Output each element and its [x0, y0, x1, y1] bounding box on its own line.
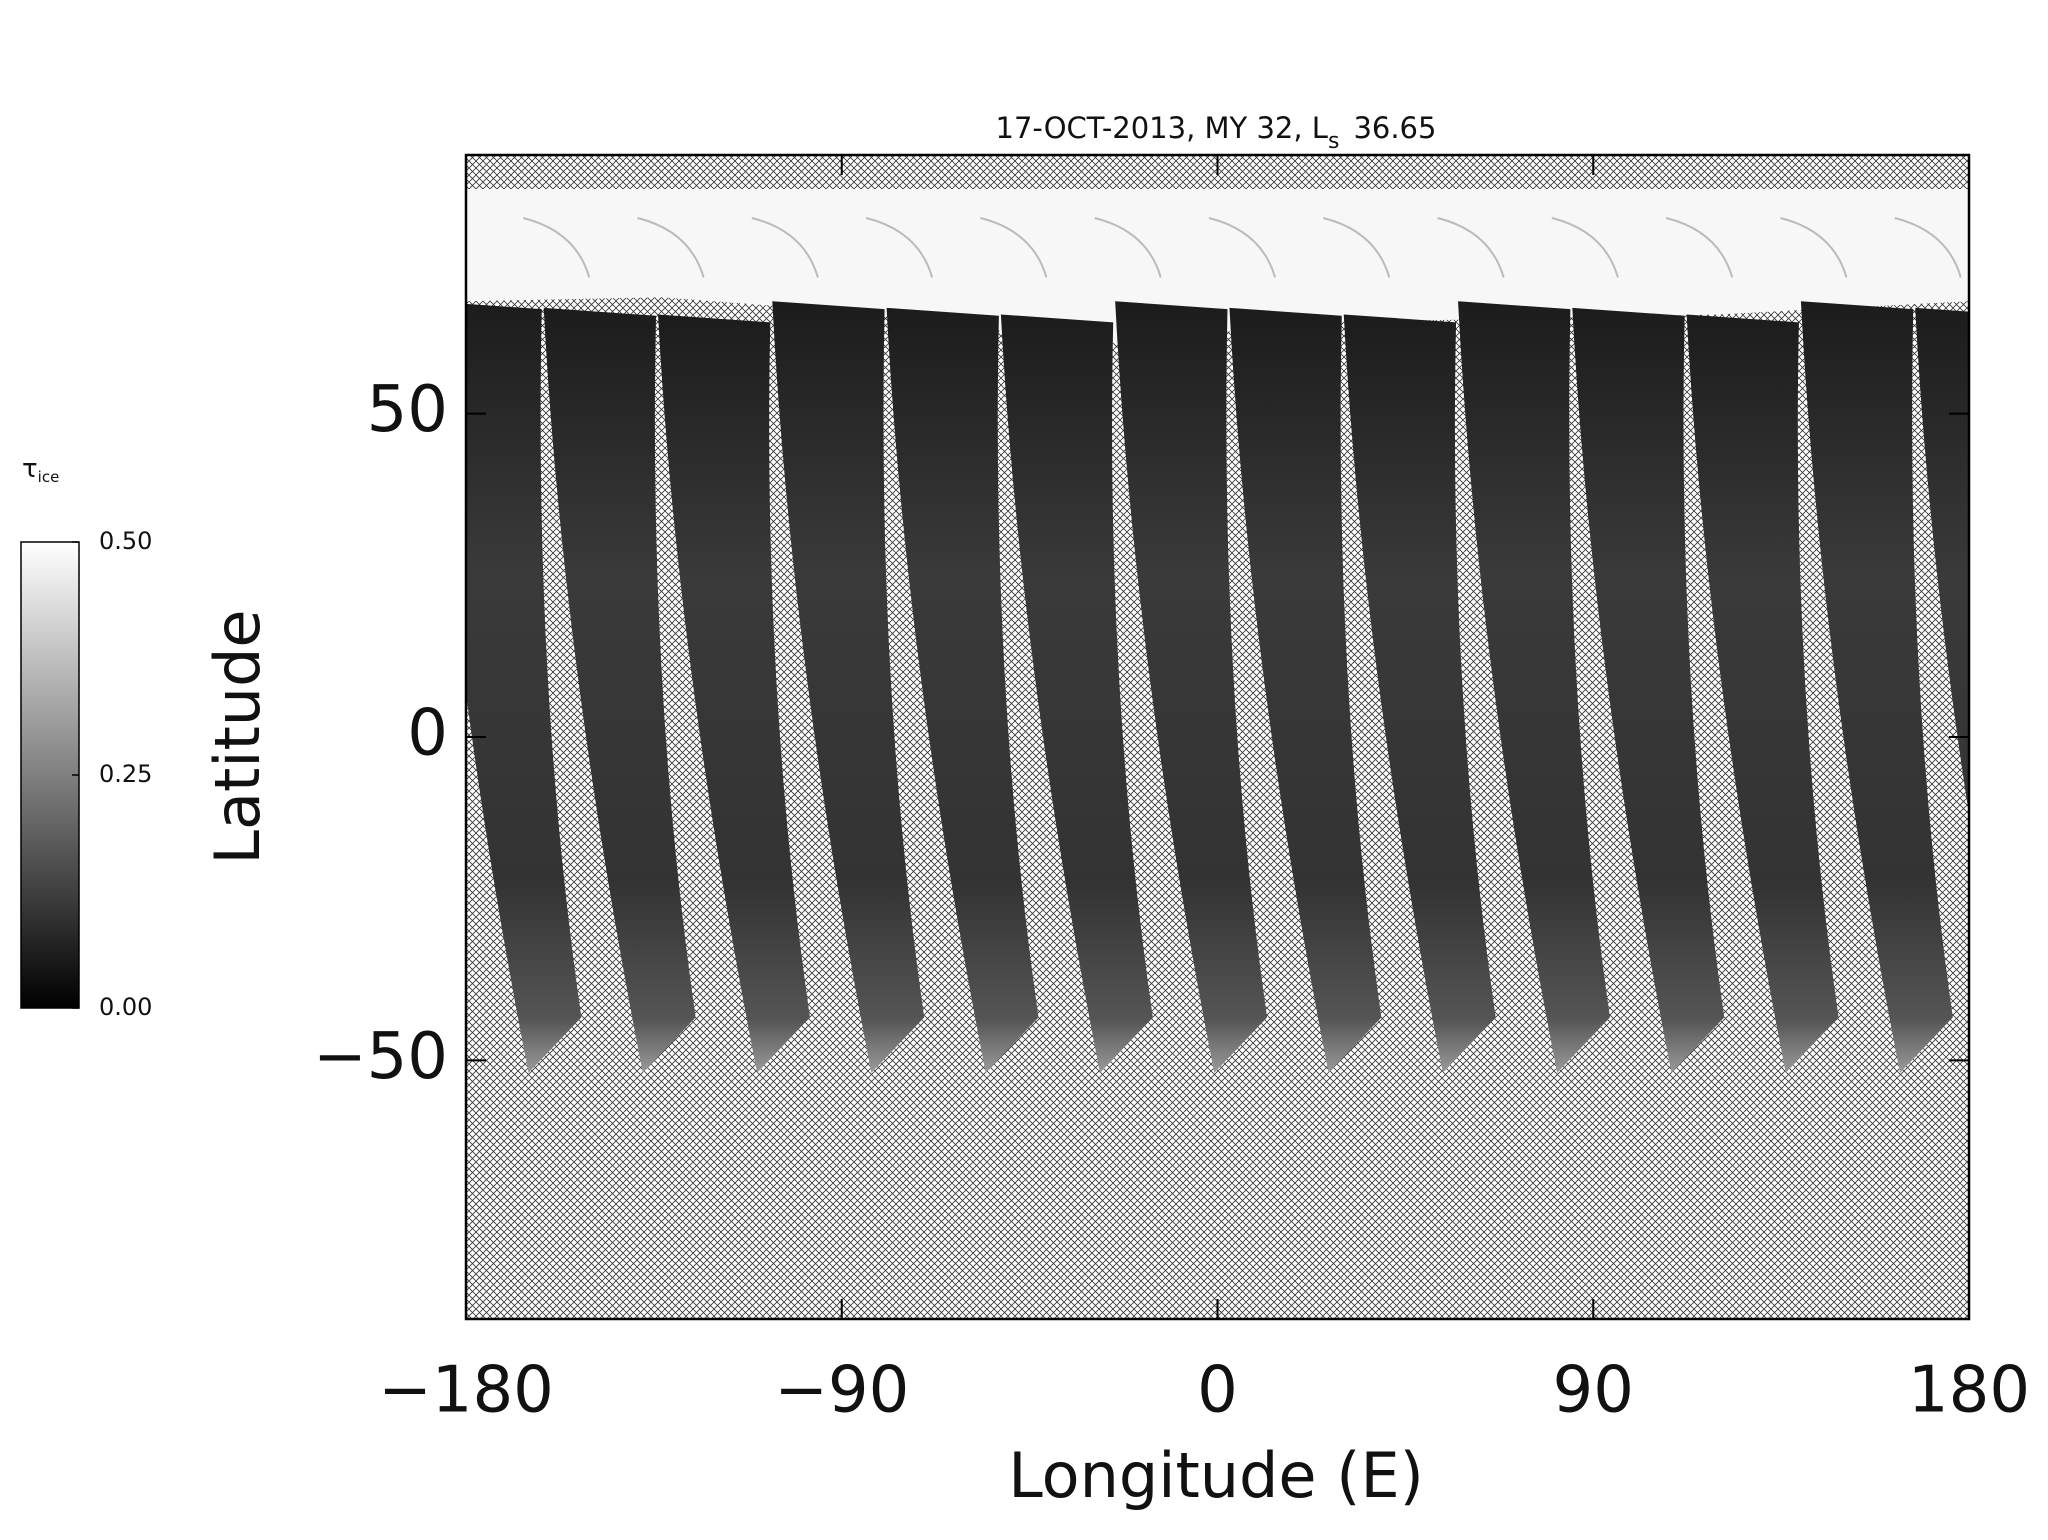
- swath: [1686, 314, 1839, 1073]
- colorbar-tick-label: 0.00: [99, 993, 152, 1021]
- cap-streak: [1665, 217, 1734, 278]
- swath: [1458, 301, 1610, 1073]
- swath: [1000, 314, 1153, 1073]
- chart-title: 17-OCT-2013, MY 32, Ls 36.65: [996, 111, 1437, 154]
- colorbar-label: τice: [22, 454, 59, 486]
- cap-streak: [637, 217, 705, 278]
- x-tick-label: 180: [1908, 1354, 2030, 1428]
- cap-streak: [1780, 217, 1848, 278]
- x-tick-label: −90: [774, 1354, 909, 1428]
- cap-streak: [1323, 217, 1391, 278]
- swath: [772, 301, 925, 1073]
- colorbar-label-subscript: ice: [38, 468, 60, 486]
- title-subscript: s: [1328, 129, 1339, 154]
- swath: [1572, 307, 1725, 1073]
- x-axis-label: Longitude (E): [1008, 1439, 1424, 1512]
- x-tick-label: 90: [1553, 1354, 1634, 1428]
- title-text: 17-OCT-2013, MY 32, L: [996, 111, 1328, 145]
- colorbar-tick-label: 0.50: [99, 527, 152, 555]
- y-tick-label: −50: [313, 1020, 448, 1094]
- y-tick-label: 50: [367, 373, 448, 447]
- cap-streak: [1551, 217, 1619, 278]
- cap-streak: [865, 217, 934, 278]
- colorbar-tick-label: 0.25: [99, 760, 152, 788]
- map-area: [466, 155, 1969, 1319]
- swath: [1115, 301, 1268, 1073]
- colorbar-label-text: τ: [22, 454, 38, 484]
- cap-streak: [1094, 217, 1162, 278]
- swath: [1915, 307, 1969, 815]
- swath: [543, 307, 696, 1073]
- swath: [658, 314, 810, 1073]
- cap-streak: [751, 217, 819, 278]
- cap-streak: [980, 217, 1048, 278]
- swath: [886, 307, 1039, 1073]
- x-tick-label: 0: [1197, 1354, 1238, 1428]
- swath: [466, 303, 582, 1073]
- cap-streak: [1437, 217, 1505, 278]
- cap-streak: [1894, 217, 1962, 278]
- title-value: 36.65: [1353, 111, 1436, 145]
- swath: [1800, 301, 1953, 1073]
- y-tick-label: 0: [407, 697, 448, 771]
- swath: [1229, 307, 1382, 1073]
- colorbar: [20, 541, 80, 1009]
- cap-streak: [522, 217, 591, 278]
- cap-streak: [1208, 217, 1277, 278]
- y-axis-label: Latitude: [201, 609, 274, 864]
- x-tick-label: −180: [378, 1354, 554, 1428]
- swath: [1343, 314, 1496, 1073]
